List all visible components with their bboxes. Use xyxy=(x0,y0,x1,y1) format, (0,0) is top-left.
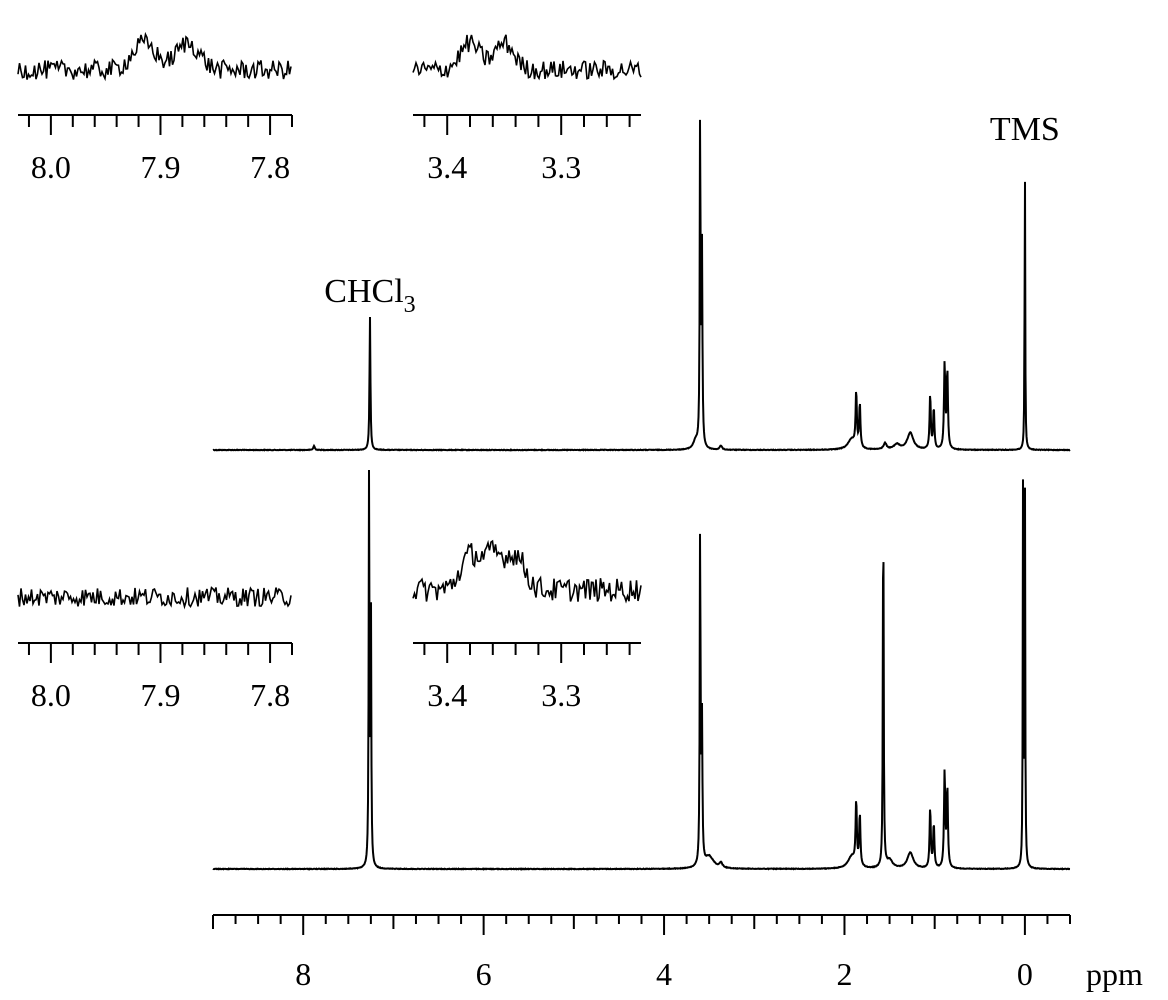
spectrum-trace-bottom xyxy=(212,469,1071,871)
inset-tick-label: 3.4 xyxy=(427,149,467,185)
x-axis-label: ppm xyxy=(1086,956,1143,992)
inset-tick-label: 7.9 xyxy=(140,677,180,713)
inset-tick-label: 3.3 xyxy=(541,149,581,185)
x-tick-label: 6 xyxy=(476,956,492,992)
inset-bottom-mid: 3.4 3.3 xyxy=(412,539,642,713)
inset-bottom-left: 8.0 7.9 7.8 xyxy=(17,586,293,713)
inset-trace xyxy=(17,586,292,610)
inset-tick-label: 3.4 xyxy=(427,677,467,713)
x-axis: 8 6 4 2 0 xyxy=(212,914,1071,992)
annotations-layer: CHCl3 TMS xyxy=(324,111,1060,318)
insets-layer: 8.0 7.9 7.8 3.4 3.3 8.0 7.9 7.8 3.4 3.3 xyxy=(17,31,642,713)
inset-tick-label: 7.9 xyxy=(140,149,180,185)
spectrum-trace-top xyxy=(212,119,1071,452)
inset-top-mid: 3.4 3.3 xyxy=(412,34,642,185)
inset-trace xyxy=(412,34,642,81)
x-tick-label: 8 xyxy=(295,956,311,992)
x-tick-label: 2 xyxy=(836,956,852,992)
annotation-label: TMS xyxy=(990,111,1060,148)
inset-tick-label: 7.8 xyxy=(250,677,290,713)
inset-trace xyxy=(17,31,292,82)
spectra-layer xyxy=(212,119,1071,871)
inset-tick-label: 8.0 xyxy=(31,677,71,713)
x-tick-label: 4 xyxy=(656,956,672,992)
inset-tick-label: 8.0 xyxy=(31,149,71,185)
inset-top-left: 8.0 7.9 7.8 xyxy=(17,31,293,185)
x-tick-label: 0 xyxy=(1017,956,1033,992)
inset-tick-label: 3.3 xyxy=(541,677,581,713)
annotation-label: CHCl3 xyxy=(324,273,415,318)
inset-trace xyxy=(412,539,642,604)
inset-tick-label: 7.8 xyxy=(250,149,290,185)
